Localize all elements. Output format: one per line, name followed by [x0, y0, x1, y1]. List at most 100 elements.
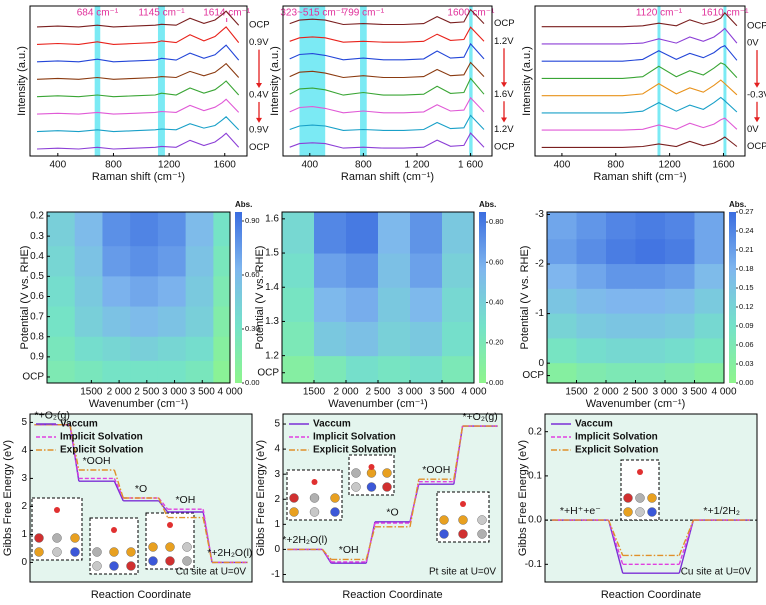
heat-cell [576, 264, 607, 290]
heat-cell [130, 306, 159, 338]
heat-cell [442, 321, 475, 357]
atom [311, 479, 318, 485]
trace-label: 1.2V [494, 124, 514, 135]
heat-cell [606, 313, 636, 339]
atom [477, 529, 487, 539]
energy-connector [678, 519, 695, 565]
energy-connector [321, 548, 332, 560]
heat-cell [185, 360, 214, 384]
x-tick-label: 1500 [303, 387, 326, 398]
heat-cell [130, 336, 159, 362]
heat-cell [47, 246, 76, 277]
trace-label: 0.4V [249, 89, 269, 100]
highlight-band [657, 6, 661, 156]
y-tick-label: 0.3 [30, 231, 44, 242]
colorbar-title: Abs. [479, 200, 496, 209]
colorbar-tick-label: 0.20 [489, 338, 504, 347]
x-tick-label: 4 000 [217, 387, 242, 398]
step-label: *OH [175, 494, 195, 506]
heat-cell [74, 360, 103, 384]
band-label: 1614 cm⁻¹ [203, 8, 251, 19]
heat-cell [346, 321, 379, 357]
atom [111, 527, 117, 533]
heat-cell [606, 338, 636, 364]
y-tick-label: 1.6 [265, 213, 279, 224]
y-tick-label: -0.1 [525, 559, 543, 570]
y-axis-title: Gibbs Free Energy (eV) [517, 440, 529, 556]
heat-cell [665, 212, 695, 240]
arrow-head [256, 117, 262, 123]
heat-cell [694, 264, 725, 290]
spectrum-line [289, 61, 485, 79]
highlight-band [157, 6, 165, 156]
heat-cell [635, 338, 666, 364]
heat-cell [213, 212, 231, 247]
heat-cell [74, 336, 103, 362]
y-tick-label: 5 [274, 419, 280, 430]
x-tick-label: 2 000 [333, 387, 358, 398]
highlight-band [299, 6, 326, 156]
spectrum-line [289, 132, 485, 149]
heat-cell [185, 306, 214, 338]
heat-cell [576, 363, 607, 384]
spectrum-line [541, 45, 738, 62]
atom [351, 468, 361, 478]
arrow-head [754, 82, 760, 88]
heat-cell [576, 212, 607, 240]
spectrum-line [541, 12, 738, 28]
atom [165, 556, 175, 566]
y-axis-title: Gibbs Free Energy (eV) [255, 440, 267, 556]
atom [126, 561, 136, 571]
legend-label: Implicit Solvation [313, 432, 396, 443]
heat-cell [185, 336, 214, 362]
heat-cell [694, 338, 725, 364]
step-label: *+2H₂O(l) [282, 534, 327, 546]
y-tick-label: 0 [538, 358, 544, 369]
step-label: *+2H₂O(l) [207, 547, 252, 559]
y-tick-label: -1 [535, 308, 544, 319]
heat-cell [157, 276, 187, 308]
heat-cell [102, 336, 131, 362]
atom [309, 493, 320, 503]
heat-cell [665, 288, 695, 315]
heat-cell [665, 239, 695, 265]
trace-label: OCP [249, 20, 270, 31]
heat-cell [442, 253, 475, 288]
y-tick-label: OCP [22, 372, 44, 383]
step-label: *+1/2H₂ [703, 505, 739, 517]
heat-cell [665, 313, 695, 339]
y-tick-label: 1.3 [265, 316, 279, 327]
heat-cell [102, 246, 131, 277]
colorbar-tick-label: 0.12 [739, 302, 754, 311]
y-tick-label: 1.2 [265, 350, 279, 361]
heat-cell [410, 253, 443, 288]
x-axis-title: Reaction Coordinate [601, 589, 701, 601]
atom [309, 507, 320, 517]
highlight-band [360, 6, 367, 156]
panel: Abs. 0.00 0.20 0.40 0.60 0.80 1500 2 000 2 500 3 … [254, 200, 504, 410]
atom [182, 542, 192, 552]
heat-cell [213, 360, 231, 384]
y-tick-label: 4 [21, 445, 27, 456]
y-tick-label: 1 [274, 519, 280, 530]
atom [458, 529, 468, 539]
x-tick-label: 4 000 [461, 387, 486, 398]
trace-label: OCP [249, 142, 270, 153]
y-axis-title: Intensity (a.u.) [16, 46, 28, 116]
heat-cell [694, 363, 725, 384]
heat-cell [635, 313, 666, 339]
heat-cell [346, 253, 379, 288]
x-tick-label: 3 000 [652, 387, 677, 398]
atom [52, 547, 62, 557]
heat-cell [606, 288, 636, 315]
site-note: Cu site at U=0V [681, 567, 752, 578]
step-label: *OH [339, 544, 359, 556]
legend-label: Explicit Solvation [313, 445, 396, 456]
y-tick-label: 0.7 [30, 311, 44, 322]
atom [647, 507, 657, 517]
heat-cell [282, 253, 315, 288]
colorbar-tick-label: 0.60 [245, 270, 260, 279]
heat-cell [576, 313, 607, 339]
x-axis-title: Wavenumber (cm⁻¹) [328, 398, 428, 410]
heat-cell [74, 306, 103, 338]
